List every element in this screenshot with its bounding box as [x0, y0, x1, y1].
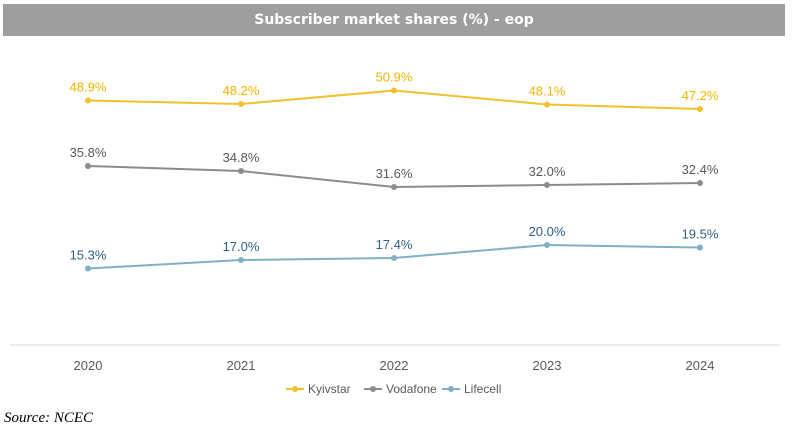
- legend-swatch-marker-lifecell: [448, 386, 454, 392]
- x-tick-label-2022: 2022: [380, 358, 409, 373]
- data-label-kyivstar-2023: 48.1%: [529, 84, 566, 99]
- data-point-vodafone-2021: [238, 168, 244, 174]
- legend-label-kyivstar: Kyivstar: [308, 382, 351, 396]
- data-point-kyivstar-2023: [544, 101, 550, 108]
- data-label-lifecell-2024: 19.5%: [682, 227, 719, 242]
- x-tick-label-2020: 2020: [74, 358, 103, 373]
- data-point-lifecell-2023: [544, 242, 550, 248]
- x-tick-label-2023: 2023: [533, 358, 562, 373]
- legend-label-lifecell: Lifecell: [464, 382, 501, 396]
- data-label-lifecell-2020: 15.3%: [70, 248, 107, 263]
- data-point-vodafone-2024: [697, 180, 703, 186]
- source-note: Source: NCEC: [4, 410, 94, 426]
- data-label-vodafone-2020: 35.8%: [70, 145, 107, 160]
- data-point-vodafone-2022: [391, 184, 397, 190]
- data-label-lifecell-2021: 17.0%: [223, 239, 260, 254]
- x-axis-ticks: 2020 2021 2022 2023 2024: [74, 358, 715, 373]
- x-tick-label-2024: 2024: [686, 358, 715, 373]
- data-point-lifecell-2021: [238, 257, 244, 263]
- data-label-vodafone-2023: 32.0%: [529, 164, 566, 179]
- series-group: 48.9% 48.2% 50.9% 48.1% 47.2% 35.8% 34.8% 31.6%…: [70, 70, 719, 272]
- data-label-lifecell-2023: 20.0%: [529, 224, 566, 239]
- x-tick-label-2021: 2021: [227, 358, 256, 373]
- legend: Kyivstar Vodafone Lifecell: [286, 382, 501, 396]
- legend-swatch-marker-vodafone: [370, 386, 376, 392]
- data-label-vodafone-2022: 31.6%: [376, 166, 413, 181]
- data-point-kyivstar-2022: [391, 87, 397, 94]
- data-point-lifecell-2020: [85, 265, 91, 272]
- data-point-kyivstar-2020: [85, 97, 91, 104]
- legend-swatch-marker-kyivstar: [292, 386, 298, 392]
- data-label-kyivstar-2024: 47.2%: [682, 88, 719, 103]
- data-label-kyivstar-2020: 48.9%: [70, 80, 107, 95]
- data-label-vodafone-2021: 34.8%: [223, 150, 260, 165]
- legend-label-vodafone: Vodafone: [386, 382, 437, 396]
- data-point-vodafone-2020: [85, 163, 91, 169]
- data-label-kyivstar-2022: 50.9%: [376, 70, 413, 85]
- data-point-lifecell-2022: [391, 255, 397, 261]
- data-label-kyivstar-2021: 48.2%: [223, 83, 260, 98]
- data-label-lifecell-2022: 17.4%: [376, 237, 413, 252]
- data-point-kyivstar-2021: [238, 101, 244, 107]
- data-point-lifecell-2024: [697, 244, 703, 251]
- data-label-vodafone-2024: 32.4%: [682, 162, 719, 177]
- chart-title: Subscriber market shares (%) - eop: [3, 4, 785, 36]
- data-point-kyivstar-2024: [697, 106, 703, 112]
- data-point-vodafone-2023: [544, 182, 550, 188]
